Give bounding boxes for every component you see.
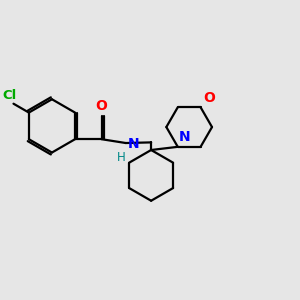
Text: N: N <box>179 130 191 144</box>
Text: H: H <box>117 151 126 164</box>
Text: O: O <box>96 99 108 113</box>
Text: O: O <box>203 92 215 105</box>
Text: Cl: Cl <box>3 89 17 102</box>
Text: N: N <box>128 137 139 151</box>
